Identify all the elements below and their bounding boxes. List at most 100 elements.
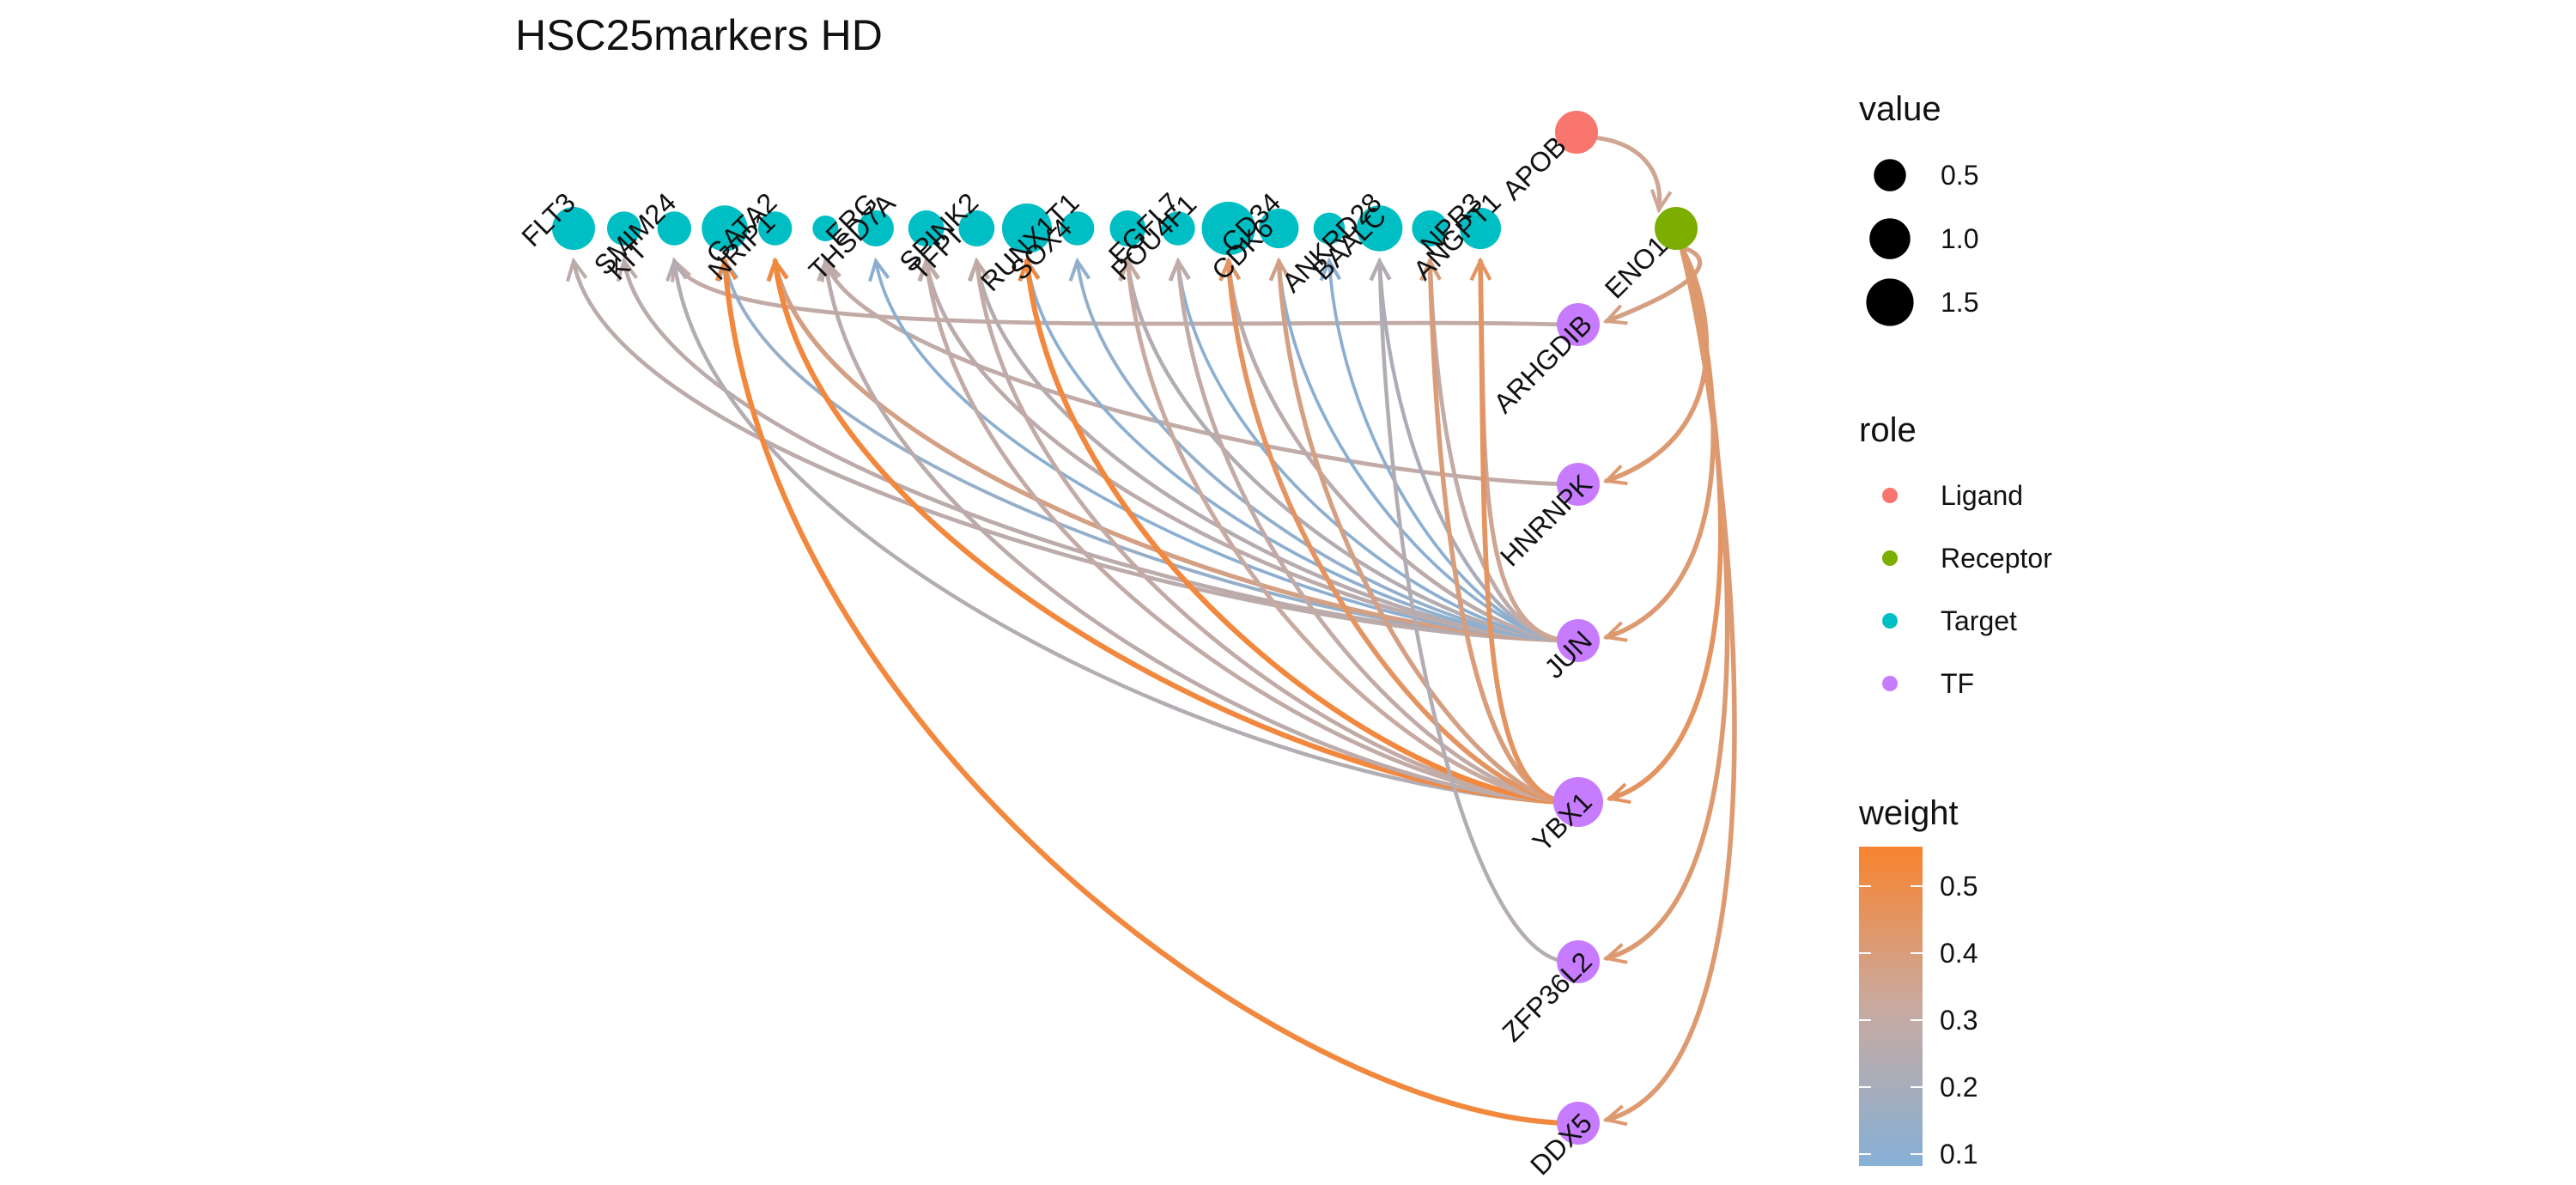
node-BAALC[interactable] bbox=[1313, 212, 1346, 245]
node-ANGPT1[interactable] bbox=[1412, 210, 1449, 246]
legend-weight-title: weight bbox=[1858, 794, 1959, 832]
legend-role-key-Ligand bbox=[1882, 488, 1898, 503]
legend: value 0.5 1.0 1.5 role Ligand Receptor Target TF… bbox=[1858, 90, 2052, 1170]
legend-value-label: 1.5 bbox=[1941, 287, 1978, 318]
legend-value-label: 0.5 bbox=[1941, 160, 1978, 191]
legend-role-label: Target bbox=[1941, 605, 2017, 636]
node-JUN[interactable] bbox=[1557, 619, 1600, 662]
node-NPR3[interactable] bbox=[1459, 207, 1502, 250]
edge-JUN-ERG bbox=[874, 259, 1568, 642]
node-SOX4[interactable] bbox=[1001, 203, 1053, 254]
legend-value-title: value bbox=[1859, 90, 1941, 128]
node-HNRNPK[interactable] bbox=[1557, 463, 1600, 506]
edge-ENO1-DDX5 bbox=[1604, 245, 1737, 1122]
legend-weight-colorbar bbox=[1859, 847, 1923, 1166]
edge-arrow-YBX1-THSD7A bbox=[817, 257, 839, 282]
legend-role-label: Ligand bbox=[1941, 480, 2023, 511]
node-ERG[interactable] bbox=[858, 210, 894, 246]
node-FLT3[interactable] bbox=[552, 207, 595, 250]
edge-YBX1-SPINK2 bbox=[974, 258, 1569, 805]
node-YBX1[interactable] bbox=[1552, 776, 1604, 828]
edge-arrow-YBX1-NPR3 bbox=[1469, 257, 1492, 282]
node-ENO1[interactable] bbox=[1655, 207, 1698, 250]
edge-arrow-YBX1-ANGPT1 bbox=[1419, 257, 1442, 282]
edge-DDX5-NRIP1 bbox=[721, 258, 1570, 1127]
edge-arrow-YBX1-SMIM24 bbox=[665, 257, 688, 282]
edge-JUN-GATA2 bbox=[773, 258, 1569, 643]
edge-arrow-ENO1-ZFP36L2 bbox=[1602, 943, 1628, 964]
legend-value-key bbox=[1866, 278, 1914, 326]
legend-value-label: 1.0 bbox=[1941, 223, 1978, 254]
edge-ENO1-ARHGDIB bbox=[1604, 245, 1703, 324]
node-ARHGDIB[interactable] bbox=[1557, 303, 1600, 346]
node-SMIM24[interactable] bbox=[657, 211, 692, 246]
edge-arrow-YBX1-TFPI bbox=[917, 257, 939, 282]
edge-arrow-JUN-RUNX1T1 bbox=[1068, 257, 1091, 282]
edge-YBX1-THSD7A bbox=[823, 258, 1569, 805]
edge-JUN-POU4F1 bbox=[1126, 258, 1569, 643]
edge-YBX1-POU4F1 bbox=[1125, 258, 1569, 805]
edge-arrow-JUN-BAALC bbox=[1319, 257, 1342, 282]
edge-arrow-YBX1-CDK6 bbox=[1218, 257, 1241, 282]
edges-layer bbox=[566, 135, 1737, 1127]
node-KIT[interactable] bbox=[606, 211, 641, 246]
edge-arrow-ENO1-ARHGDIB bbox=[1602, 304, 1628, 325]
edge-YBX1-SOX4 bbox=[1024, 258, 1570, 805]
edge-arrow-JUN-FLT3 bbox=[566, 257, 588, 283]
node-RUNX1T1[interactable] bbox=[1060, 211, 1095, 246]
edge-arrow-DDX5-NRIP1 bbox=[714, 257, 738, 282]
node-POU4F1[interactable] bbox=[1109, 210, 1146, 246]
legend-value-key bbox=[1869, 218, 1911, 259]
edge-arrow-JUN-KIT bbox=[616, 257, 638, 283]
node-SPINK2[interactable] bbox=[958, 210, 995, 246]
edge-arrow-YBX1-SPINK2 bbox=[967, 257, 990, 282]
chart-title: HSC25markers HD bbox=[515, 11, 883, 59]
legend-role-key-TF bbox=[1882, 676, 1898, 691]
node-label-ZFP36L2: ZFP36L2 bbox=[1496, 945, 1598, 1048]
legend-role-title: role bbox=[1859, 411, 1917, 449]
node-ZFP36L2[interactable] bbox=[1557, 940, 1600, 983]
node-THSD7A[interactable] bbox=[812, 215, 839, 242]
legend-weight-label: 0.4 bbox=[1940, 938, 1978, 969]
node-TFPI[interactable] bbox=[908, 210, 945, 246]
edge-JUN-ANGPT1 bbox=[1427, 258, 1569, 643]
edge-JUN-SOX4 bbox=[1025, 259, 1568, 642]
edge-YBX1-CDK6 bbox=[1225, 258, 1569, 805]
edge-JUN-CDK6 bbox=[1226, 258, 1569, 643]
legend-weight-label: 0.3 bbox=[1940, 1005, 1978, 1036]
legend-role-key-Receptor bbox=[1882, 550, 1898, 566]
edge-arrow-YBX1-EGFL7 bbox=[1168, 257, 1191, 282]
node-GATA2[interactable] bbox=[757, 211, 793, 246]
node-NRIP1[interactable] bbox=[702, 205, 748, 252]
edge-arrow-YBX1-GATA2 bbox=[766, 257, 788, 282]
edge-YBX1-CD34 bbox=[1276, 258, 1569, 805]
node-DDX5[interactable] bbox=[1557, 1102, 1600, 1145]
node-ANKRD28[interactable] bbox=[1356, 205, 1403, 252]
node-CDK6[interactable] bbox=[1201, 201, 1255, 256]
edge-JUN-EGFL7 bbox=[1176, 259, 1568, 642]
edge-arrow-YBX1-POU4F1 bbox=[1118, 257, 1140, 282]
node-label-APOB: APOB bbox=[1497, 130, 1572, 205]
nodes-layer bbox=[552, 111, 1698, 1145]
edge-APOB-ENO1 bbox=[1589, 135, 1662, 212]
edge-YBX1-TFPI bbox=[924, 258, 1569, 805]
node-APOB[interactable] bbox=[1555, 111, 1598, 154]
edge-ZFP36L2-ANKRD28 bbox=[1377, 258, 1569, 964]
legend-role-key-Target bbox=[1882, 613, 1898, 629]
edge-JUN-SPINK2 bbox=[975, 258, 1569, 643]
edge-arrow-ENO1-HNRNPK bbox=[1602, 464, 1628, 486]
edge-HNRNPK-THSD7A bbox=[823, 258, 1569, 487]
edge-JUN-KIT bbox=[622, 258, 1569, 643]
legend-weight-label: 0.5 bbox=[1940, 871, 1978, 902]
edge-arrow-ENO1-JUN bbox=[1602, 621, 1628, 642]
edge-arrow-APOB-ENO1 bbox=[1649, 189, 1673, 214]
edge-arrow-JUN-ERG bbox=[868, 257, 890, 283]
edge-YBX1-NPR3 bbox=[1478, 258, 1569, 805]
edge-YBX1-SMIM24 bbox=[672, 258, 1569, 805]
edge-YBX1-EGFL7 bbox=[1176, 258, 1569, 805]
node-EGFL7[interactable] bbox=[1161, 211, 1195, 246]
node-label-ENO1: ENO1 bbox=[1599, 229, 1674, 304]
legend-weight-label: 0.2 bbox=[1940, 1072, 1978, 1103]
node-CD34[interactable] bbox=[1259, 208, 1299, 249]
